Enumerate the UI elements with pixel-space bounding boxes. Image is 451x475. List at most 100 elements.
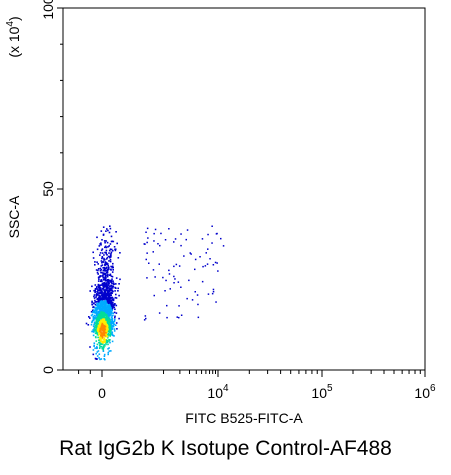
event-dot	[112, 334, 115, 337]
event-dot	[101, 289, 103, 291]
event-dot	[102, 292, 105, 294]
event-dot	[95, 318, 98, 321]
event-dot	[103, 305, 106, 308]
event-dot	[97, 313, 100, 316]
event-dot	[105, 240, 107, 242]
event-dot	[92, 330, 95, 333]
event-dot	[107, 266, 110, 268]
event-dot	[110, 320, 112, 323]
y-tick-label: 50	[40, 181, 56, 197]
event-dot	[100, 317, 102, 319]
event-dot	[100, 260, 103, 262]
event-dot	[97, 268, 100, 270]
event-dot	[100, 269, 102, 271]
event-dot	[105, 302, 108, 305]
event-dot	[114, 315, 116, 318]
event-dot	[107, 336, 109, 339]
event-dot	[90, 314, 93, 317]
event-dot	[91, 330, 93, 333]
event-dot	[101, 275, 103, 277]
event-dot	[99, 269, 102, 272]
event-dot	[168, 228, 170, 230]
event-dot	[104, 270, 106, 272]
event-dot	[97, 336, 99, 339]
event-dot	[107, 307, 110, 309]
event-dot	[111, 271, 114, 273]
event-dot	[94, 301, 97, 303]
event-dot	[107, 291, 109, 294]
event-dot	[108, 293, 110, 295]
event-dot	[107, 319, 110, 322]
event-dot	[105, 249, 108, 252]
event-dot	[160, 232, 162, 235]
event-dot	[92, 251, 94, 254]
event-dot	[95, 307, 97, 309]
event-dot	[110, 297, 112, 300]
event-dot	[106, 272, 108, 274]
event-dot	[97, 323, 99, 325]
event-dot	[212, 290, 215, 293]
event-dot	[98, 319, 101, 322]
event-dot	[104, 278, 107, 281]
event-dot	[101, 261, 103, 264]
event-dot	[96, 310, 98, 312]
event-dot	[104, 264, 106, 267]
event-dot	[108, 290, 111, 293]
event-dot	[173, 282, 175, 284]
event-dot	[153, 294, 155, 297]
event-dot	[102, 261, 104, 263]
event-dot	[109, 341, 111, 344]
event-dot	[103, 332, 106, 334]
event-dot	[118, 317, 120, 320]
event-dot	[97, 308, 100, 310]
event-dot	[105, 258, 108, 260]
event-dot	[96, 248, 99, 251]
event-dot	[112, 290, 114, 293]
event-dot	[106, 270, 108, 273]
event-dot	[108, 329, 111, 332]
event-dot	[102, 316, 105, 319]
event-dot	[102, 272, 104, 274]
event-dot	[104, 285, 106, 288]
event-dot	[105, 262, 107, 264]
event-dot	[108, 252, 110, 254]
event-dot	[95, 321, 97, 323]
event-dot	[104, 296, 107, 298]
event-dot	[98, 333, 100, 335]
x-tick-label: 104	[207, 383, 229, 401]
event-dot	[211, 225, 213, 227]
event-dot	[108, 231, 111, 234]
event-dot	[109, 305, 111, 307]
event-dot	[115, 304, 118, 307]
event-dot	[110, 332, 112, 334]
event-dot	[207, 248, 209, 250]
event-dot	[106, 279, 108, 281]
event-dot	[101, 319, 103, 321]
event-dot	[96, 293, 98, 295]
event-dot	[105, 330, 107, 332]
event-dot	[93, 329, 96, 331]
event-dot	[196, 294, 199, 296]
event-dot	[99, 321, 102, 323]
event-dot	[103, 337, 106, 339]
event-dot	[103, 346, 105, 349]
event-dot	[97, 283, 100, 286]
event-dot	[99, 299, 102, 301]
event-dot	[186, 297, 188, 300]
event-dot	[96, 328, 99, 330]
event-dot	[108, 350, 111, 352]
event-dot	[112, 282, 115, 284]
event-dot	[93, 309, 95, 312]
event-dot	[98, 296, 100, 299]
event-dot	[173, 265, 175, 268]
event-dot	[147, 237, 149, 239]
event-dot	[111, 318, 114, 320]
event-dot	[101, 311, 104, 314]
event-dot	[110, 306, 112, 309]
event-dot	[217, 270, 219, 272]
event-dot	[111, 325, 114, 328]
event-dot	[110, 310, 113, 313]
event-dot	[98, 330, 101, 333]
event-dot	[103, 320, 106, 322]
event-dot	[107, 282, 110, 285]
